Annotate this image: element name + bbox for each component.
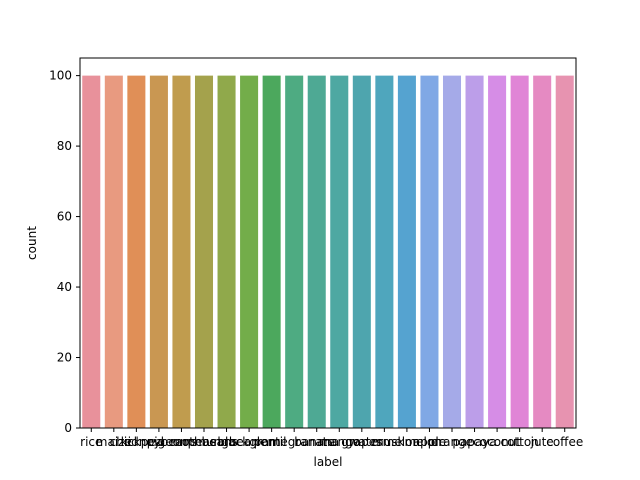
bar-grapes	[352, 75, 371, 428]
bar-mango	[330, 75, 349, 428]
x-tick-label: coffee	[546, 435, 583, 449]
x-tick-label: pigeonpeas	[147, 435, 217, 449]
bar-pomegranate	[285, 75, 304, 428]
x-tick-label: coconut	[473, 435, 521, 449]
x-tick-label: papaya	[452, 435, 496, 449]
x-tick-label: jute	[530, 435, 554, 449]
bar-kidneybeans	[149, 75, 168, 428]
y-axis-ticks: 0 20 40 60 80 100	[49, 69, 80, 435]
bar-coconut	[488, 75, 507, 428]
bar-maize	[104, 75, 123, 428]
bar-apple	[420, 75, 439, 428]
bar-muskmelon	[397, 75, 416, 428]
bar-pigeonpeas	[172, 75, 191, 428]
x-tick-label: kidneybeans	[121, 435, 197, 449]
x-tick-label: mothbeans	[170, 435, 238, 449]
bar-cotton	[510, 75, 529, 428]
x-tick-label: rice	[80, 435, 102, 449]
bar-watermelon	[375, 75, 394, 428]
x-tick-label: watermelon	[349, 435, 420, 449]
y-tick-label: 0	[64, 421, 72, 435]
bar-papaya	[465, 75, 484, 428]
x-tick-label: orange	[431, 435, 473, 449]
bar-mothbeans	[194, 75, 214, 428]
bar-blackgram	[240, 75, 259, 428]
x-axis-ticks: ricemaizechickpeakidneybeanspigeonpeasmo…	[80, 428, 583, 449]
x-axis-label: label	[313, 455, 342, 469]
bars-group	[82, 75, 574, 428]
y-tick-label: 80	[57, 139, 72, 153]
x-tick-label: muskmelon	[372, 435, 442, 449]
x-tick-label: banana	[294, 435, 339, 449]
bar-jute	[533, 75, 552, 428]
x-tick-label: maize	[96, 435, 132, 449]
bar-lentil	[262, 75, 281, 428]
bar-coffee	[555, 75, 574, 428]
bar-orange	[442, 75, 462, 428]
x-tick-label: apple	[413, 435, 446, 449]
y-tick-label: 60	[57, 210, 72, 224]
bar-mungbean	[217, 75, 236, 428]
y-tick-label: 20	[57, 351, 72, 365]
x-tick-label: mungbean	[194, 435, 258, 449]
y-tick-label: 100	[49, 69, 72, 83]
bar-rice	[82, 75, 101, 428]
plot-frame	[79, 57, 577, 429]
x-tick-label: cotton	[500, 435, 538, 449]
x-tick-label: pomegranate	[254, 435, 335, 449]
x-tick-label: blackgram	[217, 435, 280, 449]
bar-banana	[307, 75, 326, 428]
x-tick-label: chickpea	[110, 435, 163, 449]
x-tick-label: grapes	[341, 435, 382, 449]
x-tick-label: mango	[318, 435, 360, 449]
x-tick-label: lentil	[257, 435, 287, 449]
y-axis-label: count	[25, 226, 39, 260]
y-tick-label: 40	[57, 280, 72, 294]
bar-chickpea	[127, 75, 146, 428]
